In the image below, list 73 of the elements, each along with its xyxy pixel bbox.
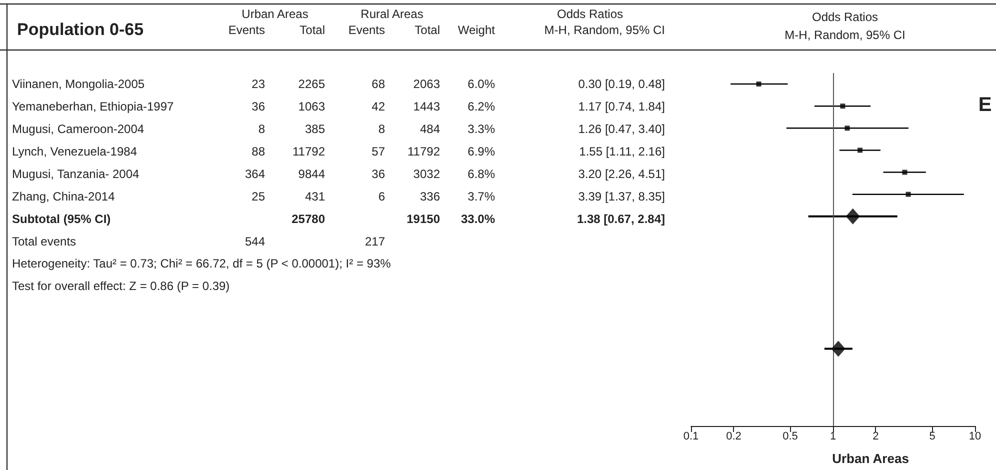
x-tick-label: 0.2 bbox=[726, 430, 742, 442]
category-label: Test for overall effect: Z = 0.86 (P = 0.39) bbox=[12, 279, 230, 294]
category-label: Subtotal (95% CI) bbox=[12, 212, 111, 226]
data-label: 25 bbox=[252, 189, 266, 204]
data-label: 3.3% bbox=[468, 122, 496, 136]
x-tick-label: 0.1 bbox=[683, 430, 699, 442]
data-label: 6.2% bbox=[468, 100, 496, 114]
x-tick-label: 10 bbox=[968, 430, 982, 442]
data-label: 23 bbox=[252, 77, 266, 92]
data-label: 217 bbox=[364, 234, 386, 248]
data-label: 1.55 [1.11, 2.16] bbox=[579, 144, 665, 159]
data-label: 3.39 [1.37, 8.35] bbox=[578, 189, 665, 204]
data-label: 6.8% bbox=[468, 166, 496, 181]
data-label: 88 bbox=[252, 144, 266, 159]
x-tick-label: 1 bbox=[830, 430, 836, 442]
x-axis-title: Urban Areas bbox=[832, 451, 909, 466]
data-label: 3.20 [2.26, 4.51] bbox=[578, 166, 665, 181]
data-label: 68 bbox=[372, 77, 386, 92]
data-label: 25780 bbox=[292, 212, 326, 226]
data-label: 385 bbox=[304, 122, 326, 136]
category-label: Zhang, China-2014 bbox=[12, 189, 116, 204]
data-label: 6 bbox=[378, 189, 386, 204]
text: Odds Ratios bbox=[556, 7, 624, 21]
text: Events bbox=[348, 23, 385, 37]
category-label: Lynch, Venezuela-1984 bbox=[12, 144, 138, 159]
data-label: 1.17 [0.74, 1.84] bbox=[578, 100, 665, 114]
data-label: 19150 bbox=[406, 212, 440, 226]
data-label: 1443 bbox=[413, 100, 440, 114]
chart-title: Odds Ratios bbox=[812, 10, 878, 24]
text: Weight bbox=[458, 23, 496, 37]
data-label: 11792 bbox=[408, 144, 440, 159]
data-label: 364 bbox=[244, 166, 266, 181]
text: Events bbox=[228, 23, 265, 37]
data-label: 11792 bbox=[292, 144, 326, 159]
data-label: 3.7% bbox=[468, 189, 496, 204]
chart-subtitle: M-H, Random, 95% CI bbox=[784, 28, 906, 42]
category-label: Total events bbox=[12, 234, 76, 248]
text: Rural Areas bbox=[360, 7, 424, 21]
text: Urban Areas bbox=[242, 7, 308, 21]
data-label: 2063 bbox=[413, 77, 440, 92]
x-tick-label: 2 bbox=[872, 430, 879, 442]
data-label: 1.38 [0.67, 2.84] bbox=[576, 212, 665, 226]
data-label: 36 bbox=[252, 100, 266, 114]
data-label: 0.30 [0.19, 0.48] bbox=[578, 77, 665, 92]
data-label: 544 bbox=[244, 234, 266, 248]
data-label: 1.26 [0.47, 3.40] bbox=[578, 122, 665, 136]
category-label: Mugusi, Cameroon-2004 bbox=[12, 122, 144, 136]
text: Total bbox=[414, 23, 440, 37]
data-label: 1063 bbox=[298, 100, 326, 114]
text: Population 0-65 bbox=[17, 20, 144, 39]
category-label: Yemaneberhan, Ethiopia-1997 bbox=[12, 100, 174, 114]
data-label: 336 bbox=[420, 189, 440, 204]
x-tick-label: 0.5 bbox=[782, 430, 798, 442]
data-label: 8 bbox=[378, 122, 386, 136]
text: E bbox=[978, 94, 992, 116]
category-label: Heterogeneity: Tau² = 0.73; Chi² = 66.72, df = 5 (P < 0.00001); I² = 93% bbox=[12, 256, 392, 271]
data-label: 6.0% bbox=[468, 77, 496, 92]
data-label: 57 bbox=[372, 144, 386, 159]
category-label: Viinanen, Mongolia-2005 bbox=[12, 77, 145, 92]
data-label: 6.9% bbox=[468, 144, 496, 159]
data-label: 36 bbox=[372, 166, 386, 181]
data-label: 3032 bbox=[413, 166, 440, 181]
data-label: 484 bbox=[420, 122, 440, 136]
x-tick-label: 5 bbox=[929, 430, 936, 442]
data-label: 431 bbox=[304, 189, 326, 204]
text: Total bbox=[300, 23, 325, 37]
text: M-H, Random, 95% CI bbox=[544, 23, 665, 37]
data-label: 8 bbox=[258, 122, 266, 136]
data-label: 2265 bbox=[298, 77, 326, 92]
data-label: 42 bbox=[372, 100, 386, 114]
category-label: Mugusi, Tanzania- 2004 bbox=[12, 166, 140, 181]
data-label: 9844 bbox=[298, 166, 326, 181]
data-label: 33.0% bbox=[460, 212, 496, 226]
